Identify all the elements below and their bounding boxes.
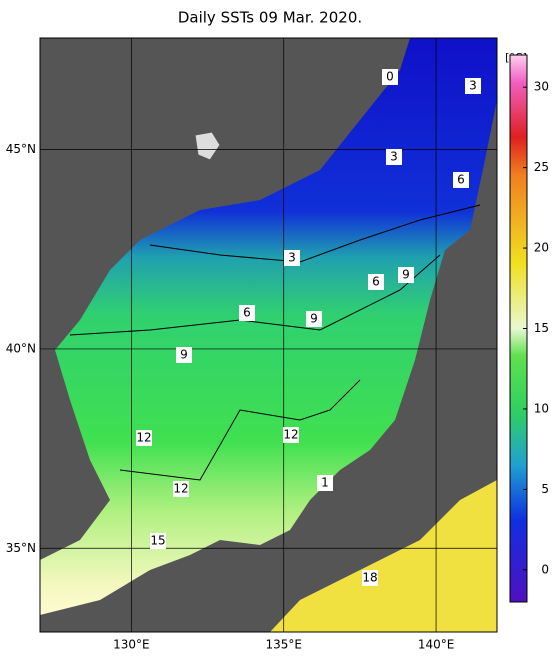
colorbar-tick-label: 30 bbox=[534, 80, 549, 94]
lat-tick-label: 45°N bbox=[6, 142, 36, 156]
contour-label: 6 bbox=[457, 173, 465, 187]
contour-label: 15 bbox=[150, 534, 165, 548]
contour-label: 9 bbox=[180, 348, 188, 362]
lon-tick-label: 130°E bbox=[113, 638, 150, 652]
title: Daily SSTs 09 Mar. 2020. bbox=[178, 9, 362, 27]
contour-label: 12 bbox=[283, 428, 298, 442]
lat-tick-label: 40°N bbox=[6, 341, 36, 355]
lon-tick-label: 140°E bbox=[418, 638, 455, 652]
contour-label-box bbox=[382, 69, 398, 85]
contour-label: 3 bbox=[390, 150, 398, 164]
contour-label: 3 bbox=[288, 251, 296, 265]
contour-label: 9 bbox=[310, 312, 318, 326]
japan-sea bbox=[40, 38, 497, 615]
contour-label-box bbox=[150, 533, 166, 549]
contour-label: 3 bbox=[469, 79, 477, 93]
contour-label-box bbox=[306, 311, 322, 327]
contour-label: 12 bbox=[173, 482, 188, 496]
map-frame bbox=[39, 37, 498, 633]
contour-label-box bbox=[398, 267, 414, 283]
contour-label: 6 bbox=[372, 275, 380, 289]
colorbar-tick-label: 25 bbox=[534, 160, 549, 174]
contour-label: 0 bbox=[386, 70, 394, 84]
contour-label: 1 bbox=[321, 476, 329, 490]
island bbox=[194, 131, 221, 161]
contour bbox=[149, 204, 481, 263]
colorbar-tick-label: 15 bbox=[534, 321, 549, 335]
contour-label-box bbox=[368, 274, 384, 290]
colorbar-tick-label: 0 bbox=[541, 562, 549, 576]
contour-label-box bbox=[173, 481, 189, 497]
contour-label: 6 bbox=[243, 306, 251, 320]
contour bbox=[119, 379, 361, 481]
lon-tick-label: 135°E bbox=[265, 638, 302, 652]
contour-label: 18 bbox=[362, 571, 377, 585]
contour bbox=[69, 254, 441, 336]
colorbar-tick-label: 10 bbox=[534, 401, 549, 415]
contour-label-box bbox=[317, 475, 333, 491]
contour-label-box bbox=[362, 570, 378, 586]
colorbar-tick-label: 5 bbox=[541, 482, 549, 496]
contour-label-box bbox=[453, 172, 469, 188]
contour-label-box bbox=[239, 305, 255, 321]
contour-label-box bbox=[386, 149, 402, 165]
lat-tick-label: 35°N bbox=[6, 541, 36, 555]
map-area bbox=[40, 38, 497, 632]
colorbar-tick-label: 20 bbox=[534, 241, 549, 255]
contour-label-box bbox=[176, 347, 192, 363]
contour-label-box bbox=[136, 430, 152, 446]
contour-label-box bbox=[283, 427, 299, 443]
pacific bbox=[270, 480, 497, 632]
contour-label-box bbox=[465, 78, 481, 94]
contour-label: 9 bbox=[402, 268, 410, 282]
contour-label: 12 bbox=[136, 431, 151, 445]
contour-label-box bbox=[284, 250, 300, 266]
